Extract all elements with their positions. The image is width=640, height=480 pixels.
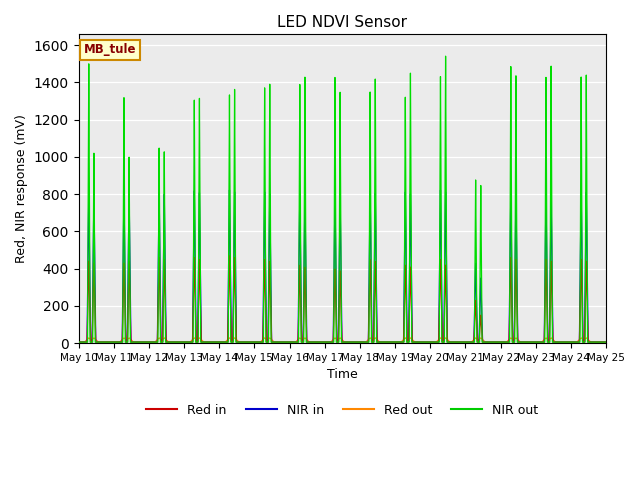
Text: MB_tule: MB_tule (84, 44, 136, 57)
Legend: Red in, NIR in, Red out, NIR out: Red in, NIR in, Red out, NIR out (141, 399, 543, 422)
X-axis label: Time: Time (327, 368, 358, 381)
Y-axis label: Red, NIR response (mV): Red, NIR response (mV) (15, 114, 28, 263)
Title: LED NDVI Sensor: LED NDVI Sensor (277, 15, 407, 30)
